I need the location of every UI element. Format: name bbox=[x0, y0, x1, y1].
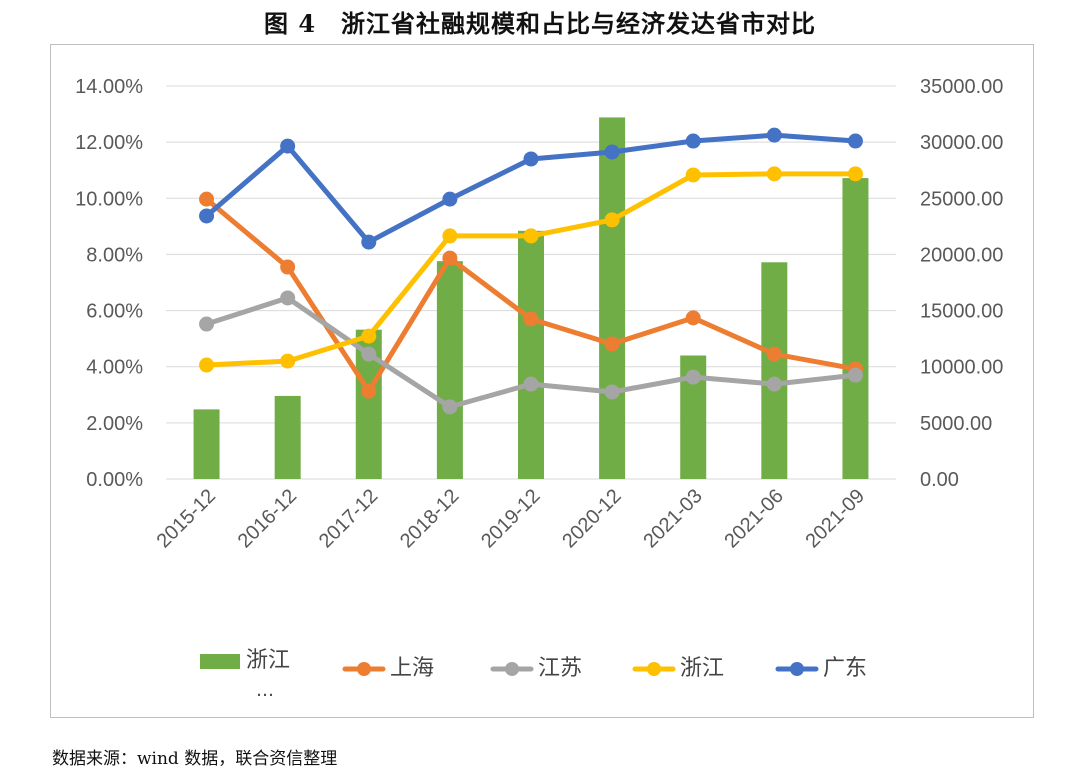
point-浙江-2021-06 bbox=[766, 166, 782, 182]
point-广东-2019-12 bbox=[523, 151, 539, 167]
point-浙江-2021-09 bbox=[847, 166, 863, 182]
chart-title: 图 4 浙江省社融规模和占比与经济发达省市对比 bbox=[263, 9, 817, 38]
right-tick-label: 15000.00 bbox=[920, 301, 1003, 323]
point-江苏-2019-12 bbox=[523, 376, 539, 392]
x-tick-label: 2020-12 bbox=[558, 485, 625, 552]
legend-item-上海: 上海 bbox=[342, 656, 434, 682]
legend-label: 江苏 bbox=[538, 656, 583, 681]
x-tick-label: 2021-03 bbox=[639, 485, 706, 552]
legend-label: 广东 bbox=[823, 656, 868, 681]
left-tick-label: 12.00% bbox=[75, 132, 143, 154]
x-tick-label: 2019-12 bbox=[477, 485, 544, 552]
left-tick-label: 4.00% bbox=[86, 357, 143, 379]
point-广东-2021-09 bbox=[847, 133, 863, 149]
point-江苏-2021-06 bbox=[766, 376, 782, 392]
point-江苏-2021-09 bbox=[847, 367, 863, 383]
legend-line-marker-icon bbox=[775, 662, 819, 676]
x-tick-label: 2021-06 bbox=[720, 485, 787, 552]
x-tick-label: 2018-12 bbox=[396, 485, 463, 552]
bar-2021-06 bbox=[761, 262, 788, 479]
legend-item-江苏: 江苏 bbox=[490, 656, 582, 682]
point-浙江-2020-12 bbox=[604, 212, 620, 228]
left-tick-label: 6.00% bbox=[86, 301, 143, 323]
point-广东-2015-12 bbox=[199, 208, 215, 224]
bar-2020-12 bbox=[599, 117, 626, 479]
source-note: 数据来源：wind 数据，联合资信整理 bbox=[52, 749, 338, 769]
point-江苏-2015-12 bbox=[199, 316, 215, 332]
legend-overflow-dots: … bbox=[256, 680, 274, 701]
x-tick-label: 2015-12 bbox=[153, 485, 220, 552]
point-江苏-2016-12 bbox=[280, 290, 296, 306]
point-江苏-2018-12 bbox=[442, 399, 458, 415]
bar-2016-12 bbox=[274, 395, 301, 479]
right-tick-label: 30000.00 bbox=[920, 132, 1003, 154]
point-上海-2015-12 bbox=[199, 191, 215, 207]
left-tick-label: 8.00% bbox=[86, 244, 143, 266]
right-tick-label: 10000.00 bbox=[920, 357, 1003, 379]
point-上海-2019-12 bbox=[523, 311, 539, 327]
left-tick-label: 0.00% bbox=[86, 469, 143, 491]
right-tick-label: 25000.00 bbox=[920, 188, 1003, 210]
point-广东-2021-06 bbox=[766, 127, 782, 143]
point-上海-2021-06 bbox=[766, 346, 782, 362]
left-tick-label: 14.00% bbox=[75, 76, 143, 98]
point-广东-2016-12 bbox=[280, 138, 296, 154]
point-浙江-2017-12 bbox=[361, 328, 377, 344]
point-广东-2017-12 bbox=[361, 234, 377, 250]
bar-2021-09 bbox=[842, 178, 869, 479]
point-上海-2020-12 bbox=[604, 336, 620, 352]
point-浙江-2021-03 bbox=[685, 167, 701, 183]
chart-frame bbox=[50, 44, 1034, 718]
legend-line-marker-icon bbox=[632, 662, 676, 676]
legend-line-marker-icon bbox=[490, 662, 534, 676]
legend-line-marker-icon bbox=[342, 662, 386, 676]
bar-2015-12 bbox=[193, 409, 220, 479]
left-tick-label: 2.00% bbox=[86, 413, 143, 435]
point-上海-2016-12 bbox=[280, 259, 296, 275]
x-tick-label: 2021-09 bbox=[802, 485, 869, 552]
line-广东 bbox=[204, 132, 858, 245]
point-江苏-2017-12 bbox=[361, 346, 377, 362]
point-上海-2018-12 bbox=[442, 250, 458, 266]
legend-item-bar: 浙江 … bbox=[200, 648, 291, 700]
point-浙江-2019-12 bbox=[523, 228, 539, 244]
point-江苏-2021-03 bbox=[685, 369, 701, 385]
x-tick-label: 2017-12 bbox=[315, 485, 382, 552]
bar-2018-12 bbox=[436, 261, 463, 479]
point-广东-2018-12 bbox=[442, 191, 458, 207]
point-广东-2020-12 bbox=[604, 144, 620, 160]
right-tick-label: 0.00 bbox=[920, 469, 959, 491]
point-浙江-2018-12 bbox=[442, 228, 458, 244]
point-浙江-2016-12 bbox=[280, 353, 296, 369]
legend-label: 浙江 bbox=[246, 648, 291, 673]
bar-2019-12 bbox=[518, 230, 544, 479]
right-tick-label: 5000.00 bbox=[920, 413, 992, 435]
legend-label: 上海 bbox=[390, 656, 435, 681]
point-江苏-2020-12 bbox=[604, 384, 620, 400]
legend-swatch-bar bbox=[200, 653, 240, 669]
point-上海-2017-12 bbox=[361, 383, 377, 399]
left-tick-label: 10.00% bbox=[75, 188, 143, 210]
legend-label: 浙江 bbox=[680, 656, 725, 681]
point-广东-2021-03 bbox=[685, 133, 701, 149]
point-浙江-2015-12 bbox=[199, 357, 215, 373]
right-tick-label: 20000.00 bbox=[920, 244, 1003, 266]
x-tick-label: 2016-12 bbox=[234, 485, 301, 552]
legend-item-浙江: 浙江 bbox=[632, 656, 724, 682]
legend-item-广东: 广东 bbox=[775, 656, 867, 682]
point-上海-2021-03 bbox=[685, 310, 701, 326]
right-tick-label: 35000.00 bbox=[920, 76, 1003, 98]
